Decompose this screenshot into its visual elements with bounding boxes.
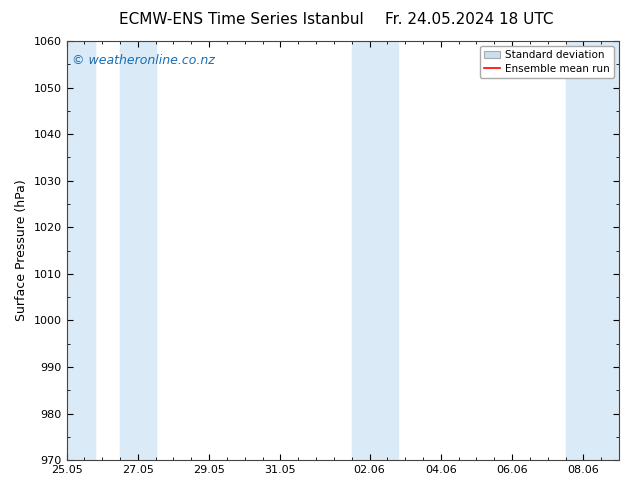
Text: © weatheronline.co.nz: © weatheronline.co.nz bbox=[72, 53, 215, 67]
Bar bbox=[67, 41, 95, 460]
Text: ECMW-ENS Time Series Istanbul: ECMW-ENS Time Series Istanbul bbox=[119, 12, 363, 27]
Y-axis label: Surface Pressure (hPa): Surface Pressure (hPa) bbox=[15, 180, 28, 321]
Bar bbox=[566, 41, 619, 460]
Bar bbox=[120, 41, 156, 460]
Text: Fr. 24.05.2024 18 UTC: Fr. 24.05.2024 18 UTC bbox=[385, 12, 553, 27]
Legend: Standard deviation, Ensemble mean run: Standard deviation, Ensemble mean run bbox=[480, 46, 614, 78]
Bar bbox=[352, 41, 398, 460]
